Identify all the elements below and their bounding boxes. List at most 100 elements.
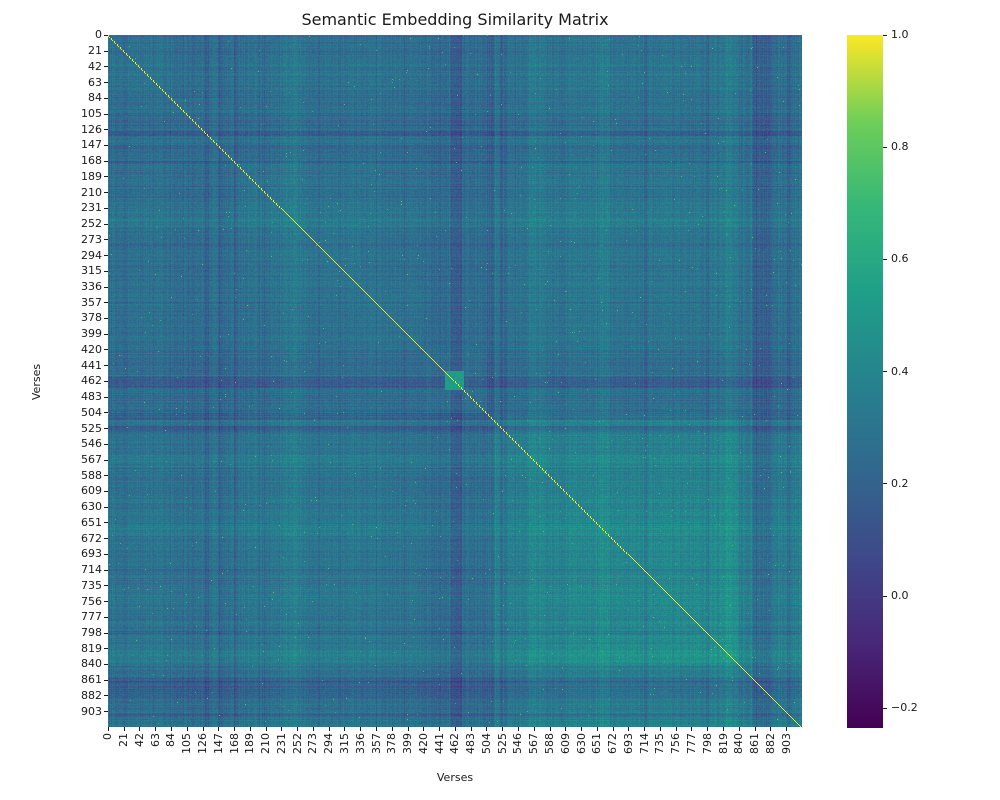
tick-mark — [770, 727, 772, 731]
tick-mark — [565, 727, 567, 731]
tick-mark — [104, 317, 108, 319]
y-tick-label: 735 — [81, 578, 102, 592]
x-tick-label: 882 — [763, 733, 777, 754]
y-tick-label: 210 — [81, 185, 102, 199]
x-tick-label: 525 — [495, 733, 509, 754]
tick-mark — [723, 727, 724, 731]
tick-mark — [883, 371, 887, 373]
y-tick-label: 840 — [81, 657, 102, 671]
y-tick-label: 861 — [81, 673, 102, 687]
tick-mark — [104, 50, 108, 52]
x-tick-label: 483 — [464, 733, 478, 754]
tick-mark — [104, 538, 108, 540]
x-tick-label: 504 — [479, 733, 493, 754]
x-tick-label: 357 — [369, 733, 383, 754]
tick-mark — [104, 270, 108, 272]
tick-mark — [344, 727, 346, 731]
x-tick-label: 714 — [637, 733, 651, 754]
y-tick-label: 252 — [81, 217, 102, 231]
tick-mark — [360, 727, 362, 731]
tick-mark — [297, 727, 299, 731]
plot-title: Semantic Embedding Similarity Matrix — [301, 10, 609, 29]
x-tick-label: 609 — [558, 733, 572, 754]
y-tick-label: 147 — [81, 138, 102, 152]
tick-mark — [104, 632, 108, 634]
x-tick-label: 315 — [337, 733, 351, 754]
tick-mark — [883, 34, 887, 36]
x-tick-label: 546 — [511, 733, 525, 754]
tick-mark — [104, 192, 108, 194]
tick-mark — [104, 82, 108, 84]
tick-mark — [596, 727, 598, 731]
tick-mark — [104, 459, 108, 461]
x-tick-label: 756 — [669, 733, 683, 754]
tick-mark — [104, 365, 108, 367]
x-tick-label: 168 — [227, 733, 241, 754]
tick-mark — [454, 727, 456, 731]
x-tick-label: 189 — [243, 733, 257, 754]
tick-mark — [234, 727, 236, 731]
y-tick-label: 819 — [81, 641, 102, 655]
tick-mark — [581, 727, 583, 731]
y-tick-label: 273 — [81, 232, 102, 246]
tick-mark — [104, 286, 108, 288]
tick-mark — [104, 333, 108, 335]
tick-mark — [754, 727, 756, 731]
tick-mark — [675, 727, 677, 731]
y-tick-label: 399 — [81, 327, 102, 341]
tick-mark — [470, 727, 472, 731]
x-tick-label: 105 — [180, 733, 194, 754]
y-tick-label: 84 — [88, 91, 102, 105]
tick-mark — [883, 146, 887, 148]
tick-mark — [644, 727, 646, 731]
x-tick-label: 420 — [416, 733, 430, 754]
y-tick-label: 609 — [81, 484, 102, 498]
tick-mark — [104, 160, 108, 162]
tick-mark — [218, 727, 220, 731]
tick-mark — [139, 727, 141, 731]
tick-mark — [104, 412, 108, 414]
tick-mark — [104, 695, 108, 697]
colorbar-tick-label: 0.2 — [891, 476, 909, 490]
tick-mark — [104, 144, 108, 146]
y-tick-label: 168 — [81, 154, 102, 168]
tick-mark — [104, 239, 108, 241]
x-tick-label: 693 — [621, 733, 635, 754]
y-tick-label: 504 — [81, 405, 102, 419]
tick-mark — [883, 258, 887, 260]
tick-mark — [104, 176, 108, 178]
x-tick-label: 462 — [448, 733, 462, 754]
tick-mark — [391, 727, 393, 731]
x-tick-label: 252 — [290, 733, 304, 754]
x-tick-label: 42 — [132, 733, 146, 747]
tick-mark — [104, 679, 108, 681]
tick-mark — [104, 616, 108, 618]
x-tick-label: 0 — [101, 733, 115, 740]
tick-mark — [202, 727, 204, 731]
y-tick-label: 315 — [81, 264, 102, 278]
tick-mark — [104, 66, 108, 68]
tick-mark — [104, 396, 108, 398]
x-tick-label: 336 — [353, 733, 367, 754]
tick-mark — [104, 569, 108, 571]
tick-mark — [104, 255, 108, 257]
tick-mark — [883, 707, 887, 709]
tick-mark — [104, 475, 108, 477]
colorbar-tick-label: 0.6 — [891, 252, 909, 266]
y-tick-label: 441 — [81, 358, 102, 372]
x-tick-label: 147 — [211, 733, 225, 754]
colorbar-tick-label: 0.0 — [891, 589, 909, 603]
x-tick-label: 840 — [732, 733, 746, 754]
y-tick-label: 756 — [81, 594, 102, 608]
y-tick-label: 21 — [88, 44, 102, 58]
y-tick-label: 462 — [81, 374, 102, 388]
heatmap-canvas — [108, 35, 802, 727]
colorbar-tick-label: −0.2 — [891, 701, 918, 715]
tick-mark — [155, 727, 157, 731]
y-tick-label: 294 — [81, 248, 102, 262]
tick-mark — [104, 428, 108, 430]
tick-mark — [249, 727, 251, 731]
y-tick-label: 63 — [88, 75, 102, 89]
y-tick-label: 798 — [81, 626, 102, 639]
tick-mark — [407, 727, 409, 731]
